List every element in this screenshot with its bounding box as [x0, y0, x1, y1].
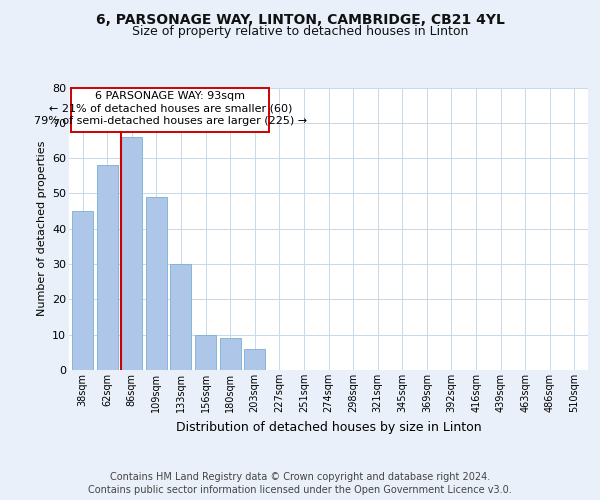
Y-axis label: Number of detached properties: Number of detached properties	[37, 141, 47, 316]
Text: Size of property relative to detached houses in Linton: Size of property relative to detached ho…	[132, 25, 468, 38]
FancyBboxPatch shape	[71, 88, 269, 132]
Text: 6 PARSONAGE WAY: 93sqm: 6 PARSONAGE WAY: 93sqm	[95, 91, 245, 101]
Text: ← 21% of detached houses are smaller (60): ← 21% of detached houses are smaller (60…	[49, 104, 292, 114]
Text: Contains public sector information licensed under the Open Government Licence v3: Contains public sector information licen…	[88, 485, 512, 495]
Text: 6, PARSONAGE WAY, LINTON, CAMBRIDGE, CB21 4YL: 6, PARSONAGE WAY, LINTON, CAMBRIDGE, CB2…	[95, 12, 505, 26]
Bar	[97, 165, 118, 370]
Bar	[72, 211, 93, 370]
Bar	[195, 334, 216, 370]
Text: Contains HM Land Registry data © Crown copyright and database right 2024.: Contains HM Land Registry data © Crown c…	[110, 472, 490, 482]
Bar	[220, 338, 241, 370]
Bar	[146, 197, 167, 370]
Bar	[121, 137, 142, 370]
X-axis label: Distribution of detached houses by size in Linton: Distribution of detached houses by size …	[176, 420, 481, 434]
Text: 79% of semi-detached houses are larger (225) →: 79% of semi-detached houses are larger (…	[34, 116, 307, 126]
Bar	[244, 349, 265, 370]
Bar	[170, 264, 191, 370]
